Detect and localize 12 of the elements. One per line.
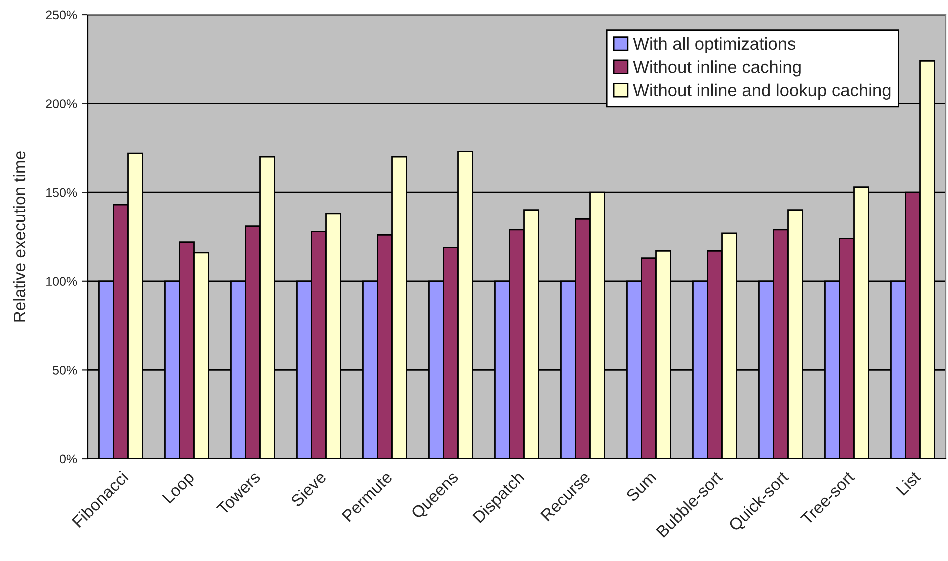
y-tick-label: 50% xyxy=(53,366,78,375)
legend-label: With all optimizations xyxy=(633,37,796,54)
legend-label: Without inline and lookup caching xyxy=(633,84,891,100)
y-tick-label: 0% xyxy=(60,454,78,464)
y-tick-label: 100% xyxy=(46,277,78,286)
x-tick-label: Sum xyxy=(626,471,657,502)
legend-label: Without inline caching xyxy=(633,60,801,77)
x-tick-label: List xyxy=(896,470,922,496)
y-tick-label: 250% xyxy=(46,10,78,20)
y-axis-title: Relative execution time xyxy=(13,152,26,322)
y-tick-label: 200% xyxy=(46,100,78,108)
y-tick-label: 150% xyxy=(46,188,78,198)
